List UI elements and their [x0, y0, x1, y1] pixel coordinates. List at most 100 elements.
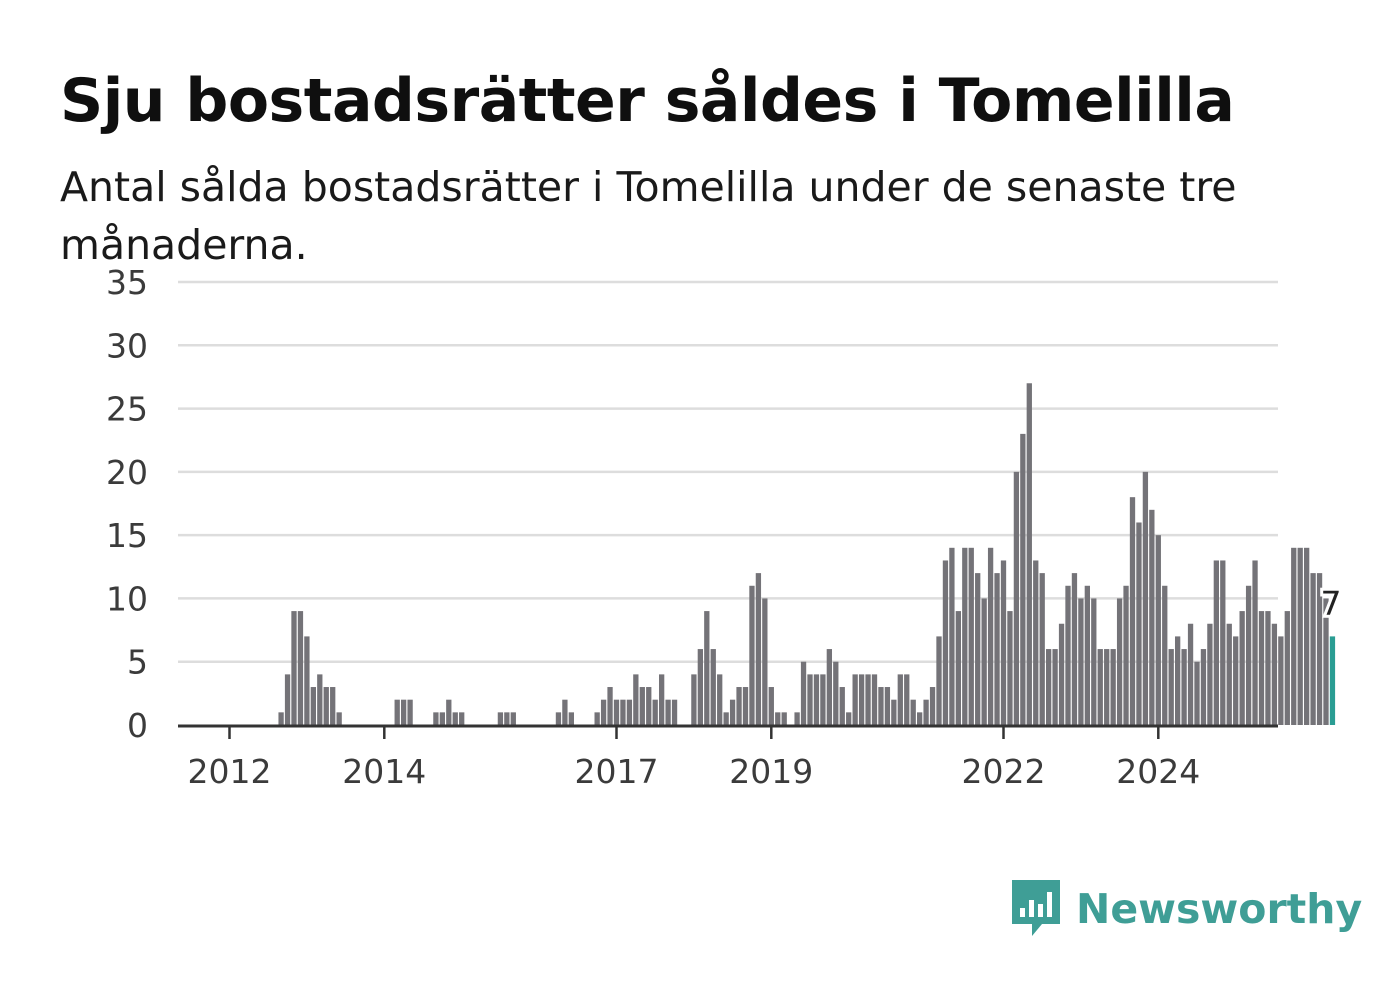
bar: [910, 699, 916, 725]
bar: [1084, 585, 1090, 725]
bar: [820, 674, 826, 725]
bar: [923, 699, 929, 725]
bar: [736, 687, 742, 725]
bar: [1078, 598, 1084, 725]
y-tick-label-25: 25: [106, 390, 148, 429]
last-value-annotation: 7: [1317, 581, 1344, 626]
bar: [729, 699, 736, 725]
bar: [394, 699, 400, 725]
bar: [310, 687, 316, 725]
bar: [407, 699, 413, 725]
bar: [1168, 649, 1174, 725]
chart-subtitle: Antal sålda bostadsrätter i Tomelilla un…: [60, 163, 1237, 269]
bar: [1052, 649, 1058, 725]
bar: [1123, 585, 1129, 725]
bar: [439, 712, 445, 725]
newsworthy-logo-icon: [1012, 880, 1060, 936]
bar: [697, 649, 703, 725]
y-tick-label-15: 15: [106, 516, 148, 555]
bar: [1020, 433, 1026, 725]
x-tick-label-2024: 2024: [1116, 752, 1200, 791]
bar: [1200, 649, 1207, 725]
bar: [1310, 573, 1316, 725]
bar: [607, 687, 613, 725]
bar: [504, 712, 510, 725]
bar: [723, 712, 729, 725]
x-tick-label-2012: 2012: [188, 752, 272, 791]
bar: [1136, 522, 1142, 725]
bar: [1110, 649, 1116, 725]
bar: [1187, 623, 1194, 725]
bar: [1323, 598, 1329, 725]
bar: [613, 699, 620, 725]
bar: [742, 687, 749, 725]
bar: [665, 699, 671, 725]
bar: [555, 712, 562, 725]
bar: [717, 674, 723, 725]
bar: [1304, 547, 1310, 725]
bar: [917, 712, 923, 725]
bar: [633, 674, 639, 725]
bar: [433, 712, 439, 725]
bar: [1065, 585, 1071, 725]
bar: [1194, 661, 1200, 725]
bar: [942, 560, 949, 725]
bar: [497, 712, 504, 725]
bar: [568, 712, 574, 725]
bar: [884, 687, 891, 725]
bar: [1091, 598, 1097, 725]
bar: [1155, 535, 1161, 725]
bar: [401, 699, 407, 725]
bar: [671, 699, 678, 725]
y-tick-label-10: 10: [106, 579, 148, 618]
bar: [1000, 560, 1007, 725]
bar: [452, 712, 458, 725]
bar: [1220, 560, 1226, 725]
bar: [1245, 585, 1252, 725]
bar: [839, 687, 845, 725]
bar: [336, 712, 342, 725]
newsworthy-brand[interactable]: Newsworthy: [1010, 878, 1362, 940]
y-tick-label-0: 0: [127, 706, 148, 745]
bar: [1291, 547, 1297, 725]
bar: [1265, 611, 1271, 725]
bar: [968, 547, 974, 725]
bar: [1149, 509, 1155, 725]
bar: [1071, 573, 1078, 725]
bar: [749, 585, 755, 725]
y-axis-tick-labels: 0 5 10 15 20 25 30 35: [106, 263, 148, 745]
bar: [1097, 649, 1103, 725]
bar: [975, 573, 981, 725]
bar: [1271, 623, 1278, 725]
bar: [1226, 623, 1232, 725]
bar: [323, 687, 329, 725]
x-tick-label-2019: 2019: [729, 752, 813, 791]
bar: [1316, 573, 1323, 725]
gridlines: [178, 280, 1278, 663]
bar: [562, 699, 568, 725]
bar: [1007, 611, 1013, 725]
bar: [1162, 585, 1168, 725]
bar: [1278, 636, 1284, 725]
bar: [904, 674, 910, 725]
bar-series: [278, 383, 1336, 725]
bar: [1181, 649, 1187, 725]
bar: [652, 699, 658, 725]
bar: [987, 547, 994, 725]
x-tick-label-2017: 2017: [575, 752, 659, 791]
bar-latest: [1329, 636, 1336, 725]
bar: [858, 674, 865, 725]
bar: [1142, 471, 1149, 725]
bar: [775, 712, 781, 725]
bar: [646, 687, 652, 725]
bar: [1129, 497, 1136, 725]
bar: [768, 687, 774, 725]
bar: [1252, 560, 1258, 725]
bar: [852, 674, 858, 725]
bar: [929, 687, 936, 725]
y-tick-label-5: 5: [127, 643, 148, 682]
bar: [1175, 636, 1181, 725]
bar: [510, 712, 516, 725]
brand-name: Newsworthy: [1076, 885, 1363, 933]
bar: [936, 636, 942, 725]
